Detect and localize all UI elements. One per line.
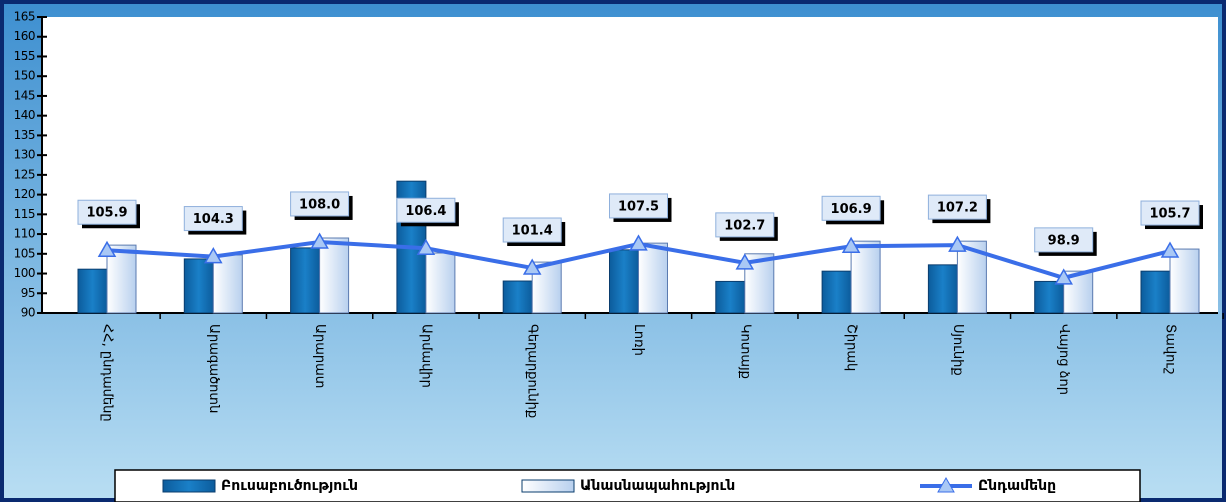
y-tick-label: 110	[14, 227, 35, 241]
y-tick-label: 130	[14, 148, 35, 162]
y-tick-label: 140	[14, 108, 35, 122]
y-tick-label: 155	[14, 49, 35, 63]
x-tick-label: Սյունիք	[950, 324, 965, 376]
legend-swatch	[162, 479, 216, 493]
x-tick-label: Կոտայք	[737, 324, 752, 379]
bar	[77, 268, 108, 314]
label-box	[1034, 227, 1094, 253]
bar	[638, 242, 668, 314]
label-box	[1140, 200, 1200, 226]
bar	[715, 280, 746, 314]
label-box	[609, 193, 668, 219]
bar	[319, 237, 350, 314]
bar	[1169, 248, 1200, 314]
label-box	[183, 206, 243, 232]
marker	[841, 236, 861, 254]
legend-label: Բուսաբուծություն	[221, 478, 358, 494]
value-label: 102.7	[724, 218, 765, 233]
x-tick-label: Տավուշ	[1163, 324, 1178, 374]
legend-label: Անասնապահություն	[580, 478, 735, 494]
value-label: 107.2	[937, 201, 978, 216]
bar	[821, 270, 852, 314]
marker	[97, 240, 117, 257]
y-tick-label: 165	[14, 10, 35, 24]
marker	[629, 234, 648, 251]
label-box	[502, 217, 562, 243]
y-tick-label: 145	[14, 88, 35, 102]
legend-marker	[937, 476, 955, 493]
bar	[290, 247, 321, 314]
bar	[183, 258, 214, 314]
bar	[609, 249, 639, 314]
bar	[425, 252, 456, 314]
y-tick-label: 115	[14, 207, 35, 221]
x-tick-label: Գեղարքունիք	[525, 324, 540, 418]
y-tick-label: 90	[21, 306, 35, 320]
value-label: 105.7	[1149, 207, 1190, 222]
x-tick-label: Շիրակ	[844, 324, 859, 371]
bar	[850, 240, 881, 314]
y-tick-label: 120	[14, 187, 35, 201]
label-box	[821, 195, 881, 221]
y-tick-label: 150	[14, 69, 35, 83]
y-tick-label: 100	[14, 266, 35, 280]
label-box	[927, 194, 987, 220]
legend-swatch	[521, 479, 575, 493]
label-box	[290, 191, 350, 217]
bar	[744, 253, 775, 314]
marker	[204, 247, 223, 264]
label-box	[715, 212, 775, 238]
marker	[416, 238, 436, 256]
x-tick-label: Վայոց ձոր	[1056, 324, 1071, 395]
label-box	[77, 199, 137, 225]
bar	[1140, 270, 1171, 314]
value-label: 104.3	[193, 212, 234, 227]
marker	[310, 232, 329, 249]
value-label: 107.5	[618, 199, 659, 214]
y-tick-label: 95	[21, 286, 35, 300]
marker	[1160, 241, 1180, 258]
value-label: 105.9	[86, 206, 127, 221]
value-label: 106.4	[405, 204, 446, 219]
legend-label: Ընդամենը	[978, 478, 1056, 494]
y-tick-label: 125	[14, 167, 35, 181]
value-label: 108.0	[299, 197, 340, 212]
y-tick-label: 105	[14, 246, 35, 260]
x-tick-label: Արմավիր	[418, 324, 433, 388]
bar	[212, 254, 243, 314]
y-tick-label: 135	[14, 128, 35, 142]
value-label: 101.4	[512, 224, 553, 239]
x-tick-label: ՀՀ, ընդամենը	[100, 324, 115, 422]
value-label: 98.9	[1048, 233, 1080, 248]
x-tick-label: Լոռի	[631, 324, 646, 356]
marker	[735, 253, 755, 270]
marker	[522, 258, 542, 275]
label-box	[396, 197, 456, 223]
bar	[927, 264, 958, 314]
marker	[1054, 268, 1073, 285]
x-tick-label: Արարատ	[312, 324, 327, 388]
value-label: 106.9	[831, 202, 872, 217]
y-tick-label: 160	[14, 29, 35, 43]
marker	[948, 235, 967, 252]
bar	[1034, 280, 1065, 314]
bar	[502, 280, 533, 314]
x-tick-label: Արագածոտն	[206, 324, 221, 413]
